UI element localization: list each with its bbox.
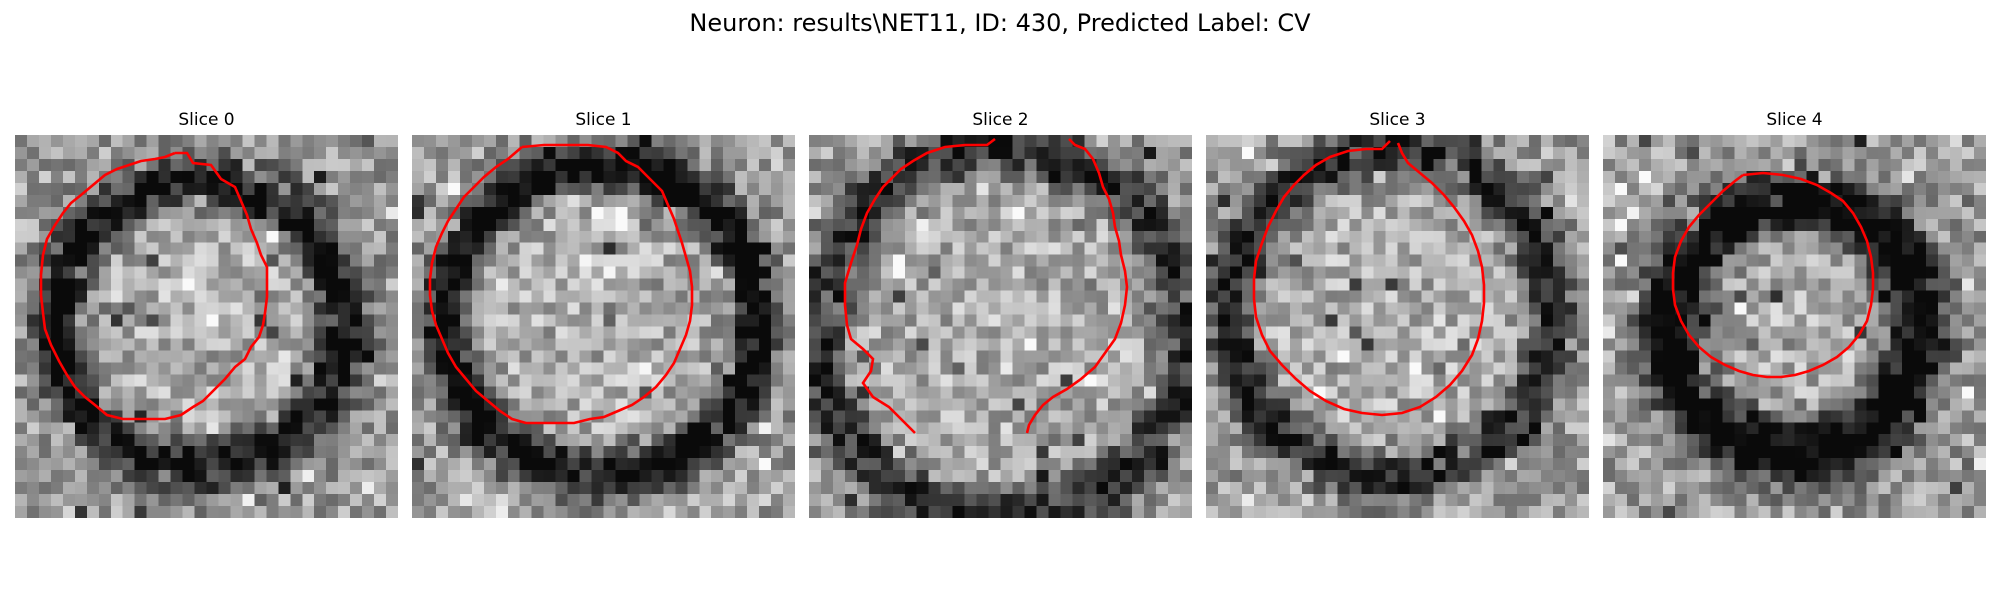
segmentation-contour	[1671, 171, 1875, 379]
slice-title: Slice 4	[1766, 110, 1823, 130]
slice-image	[15, 135, 398, 518]
slice-panel-3: Slice 3	[1206, 108, 1589, 518]
slice-panel-0: Slice 0	[15, 108, 398, 518]
grayscale-pixels	[1206, 135, 1589, 518]
slice-panel-1: Slice 1	[412, 108, 795, 518]
grayscale-pixels	[412, 135, 795, 518]
slice-image	[809, 135, 1192, 518]
slice-image	[1603, 135, 1986, 518]
slice-image	[412, 135, 795, 518]
grayscale-pixels	[809, 135, 1192, 518]
segmentation-contour	[1025, 138, 1129, 434]
slice-title: Slice 2	[972, 110, 1029, 130]
grayscale-pixels	[15, 135, 398, 518]
slice-title: Slice 1	[575, 110, 632, 130]
grayscale-pixels	[1603, 135, 1986, 518]
segmentation-contour	[1252, 140, 1486, 417]
slice-panel-2: Slice 2	[809, 108, 1192, 518]
slice-title: Slice 3	[1369, 110, 1426, 130]
slice-panel-4: Slice 4	[1603, 108, 1986, 518]
segmentation-contour	[39, 151, 269, 421]
slice-title: Slice 0	[178, 110, 235, 130]
segmentation-contour	[843, 137, 996, 434]
slice-image	[1206, 135, 1589, 518]
segmentation-contour	[428, 143, 694, 425]
figure-title: Neuron: results\NET11, ID: 430, Predicte…	[689, 9, 1311, 37]
